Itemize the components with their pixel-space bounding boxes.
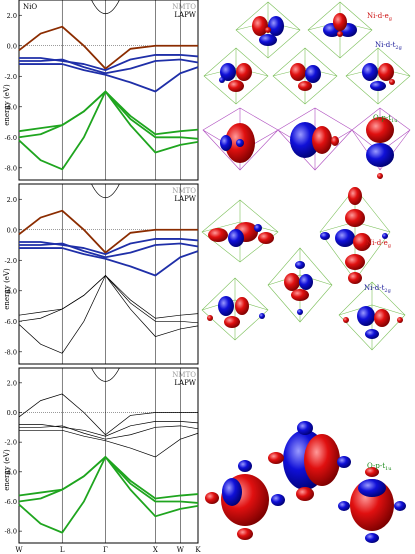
y-tick-label: -8.0 [4, 164, 17, 172]
o-p-orbital [205, 460, 285, 540]
ni-t2g-orbital [362, 63, 395, 91]
y-axis-label: energy (eV) [3, 268, 11, 310]
k-point-label: K [195, 546, 201, 554]
ni-t2g-orbital [207, 296, 265, 328]
ni-eg-orbital [323, 13, 357, 37]
y-tick-label: 0.0 [7, 42, 17, 50]
material-label: NiO [23, 3, 37, 11]
ni-t2g-orbital [219, 63, 252, 92]
legend-lapw: LAPW [174, 195, 196, 203]
nmto-band-line [18, 25, 198, 70]
y-tick-label: -2.0 [4, 439, 17, 447]
orbital-label-eg: Ni-d-eg [366, 239, 392, 249]
nmto-band-line [18, 456, 199, 500]
y-tick-label: 2.0 [7, 12, 17, 20]
orbital-label-t2g: Ni-d-t2g [375, 41, 403, 51]
conduction-band-line [91, 183, 120, 199]
nmto-band-line [19, 54, 199, 72]
lapw-band-line [18, 275, 199, 319]
y-tick-label: 2.0 [7, 196, 17, 204]
k-point-label: L [60, 546, 65, 554]
legend-lapw: LAPW [174, 379, 196, 387]
k-point-label: Γ [103, 546, 108, 554]
o-p-orbital [366, 117, 394, 179]
panel-middle: energy (eV) NMTO LAPW [3, 183, 199, 365]
nmto-band-line [19, 238, 199, 256]
nmto-band-line [18, 90, 199, 171]
nmto-band-line [19, 247, 199, 277]
nmto-band-line [18, 209, 198, 254]
y-tick-label: -6.0 [4, 134, 17, 142]
orbital-label-o-p: O-p-t1u [373, 114, 398, 124]
y-tick-label: 2.0 [7, 379, 17, 387]
y-tick-label: -6.0 [4, 318, 17, 326]
ni-t2g-orbital [284, 261, 313, 315]
lapw-band-line [18, 275, 199, 324]
y-tick-label: -4.0 [4, 103, 17, 111]
nmto-band-line [19, 63, 199, 93]
lapw-band-line [18, 274, 199, 354]
nmto-band-line [18, 90, 199, 136]
ni-t2g-orbital [290, 63, 321, 91]
orbital-label-t2g: Ni-d-t2g [364, 284, 392, 294]
k-point-label: W [177, 546, 185, 554]
legend-nmto: NMTO [172, 3, 196, 11]
y-tick-label: -4.0 [4, 468, 17, 476]
panel-top: energy (eV) NiO NMTO LAPW [3, 0, 199, 181]
y-axis-label: energy (eV) [3, 449, 11, 491]
legend-nmto: NMTO [172, 187, 196, 195]
panel-bottom: energy (eV) NMTO LAPW [3, 367, 199, 544]
ni-t2g-orbital [343, 306, 403, 339]
y-axis-label: energy (eV) [3, 84, 11, 126]
plot-frame-top [18, 0, 199, 181]
orbital-label-eg: Ni-d-eg [367, 12, 393, 22]
orbitals-bottom: O-p-t1u [205, 421, 406, 543]
lapw-band-line [19, 421, 199, 437]
y-tick-label: -8.0 [4, 528, 17, 536]
plot-frame-middle [18, 183, 199, 365]
o-p-orbital [268, 421, 351, 501]
ni-t2g-orbital [252, 16, 284, 46]
o-p-orbital [220, 123, 255, 163]
y-tick-label: -6.0 [4, 498, 17, 506]
y-tick-label: 0.0 [7, 409, 17, 417]
o-p-orbital [338, 467, 406, 543]
orbitals-middle: Ni-d-eg Ni-d-t2g [201, 187, 406, 351]
conduction-band-line [91, 367, 120, 382]
nmto-band-line [18, 456, 199, 534]
orbital-label-o-p: O-p-t1u [367, 462, 392, 472]
nmto-band-line [19, 242, 199, 259]
y-tick-label: -4.0 [4, 287, 17, 295]
plot-frame-bottom [18, 367, 199, 544]
ni-eg-orbital [320, 187, 388, 284]
band-plots: 2.0 0.0 -2.0 -4.0 -6.0 -8.0 2.0 0.0 -2.0 -4.0 -6.0… [4, 0, 201, 554]
legend-lapw: LAPW [174, 11, 196, 19]
lapw-band-line [19, 429, 199, 458]
panel-plot: 2.0 0.0 -2.0 -4.0 -6.0 -8.0 [4, 367, 199, 543]
lapw-band-line [18, 393, 198, 436]
y-tick-label: -2.0 [4, 73, 17, 81]
conduction-band-line [91, 0, 120, 15]
o-p-orbital [290, 122, 339, 158]
y-tick-label: 0.0 [7, 226, 17, 234]
y-tick-label: -8.0 [4, 348, 17, 356]
nmto-band-line [19, 58, 199, 75]
axis-labels-top: energy (eV) NiO NMTO LAPW [3, 3, 197, 126]
lapw-band-line [19, 425, 199, 440]
panel-plot: 2.0 0.0 -2.0 -4.0 -6.0 -8.0 [4, 0, 199, 180]
k-point-label: X [153, 546, 158, 554]
y-tick-label: -2.0 [4, 257, 17, 265]
panel-plot: 2.0 0.0 -2.0 -4.0 -6.0 -8.0 [4, 183, 199, 364]
legend-nmto: NMTO [172, 371, 196, 379]
k-point-label: W [15, 546, 23, 554]
ni-eg-orbital [208, 222, 274, 247]
orbitals-top: Ni-d-eg Ni-d-t2g O-p-t1u [202, 1, 411, 179]
